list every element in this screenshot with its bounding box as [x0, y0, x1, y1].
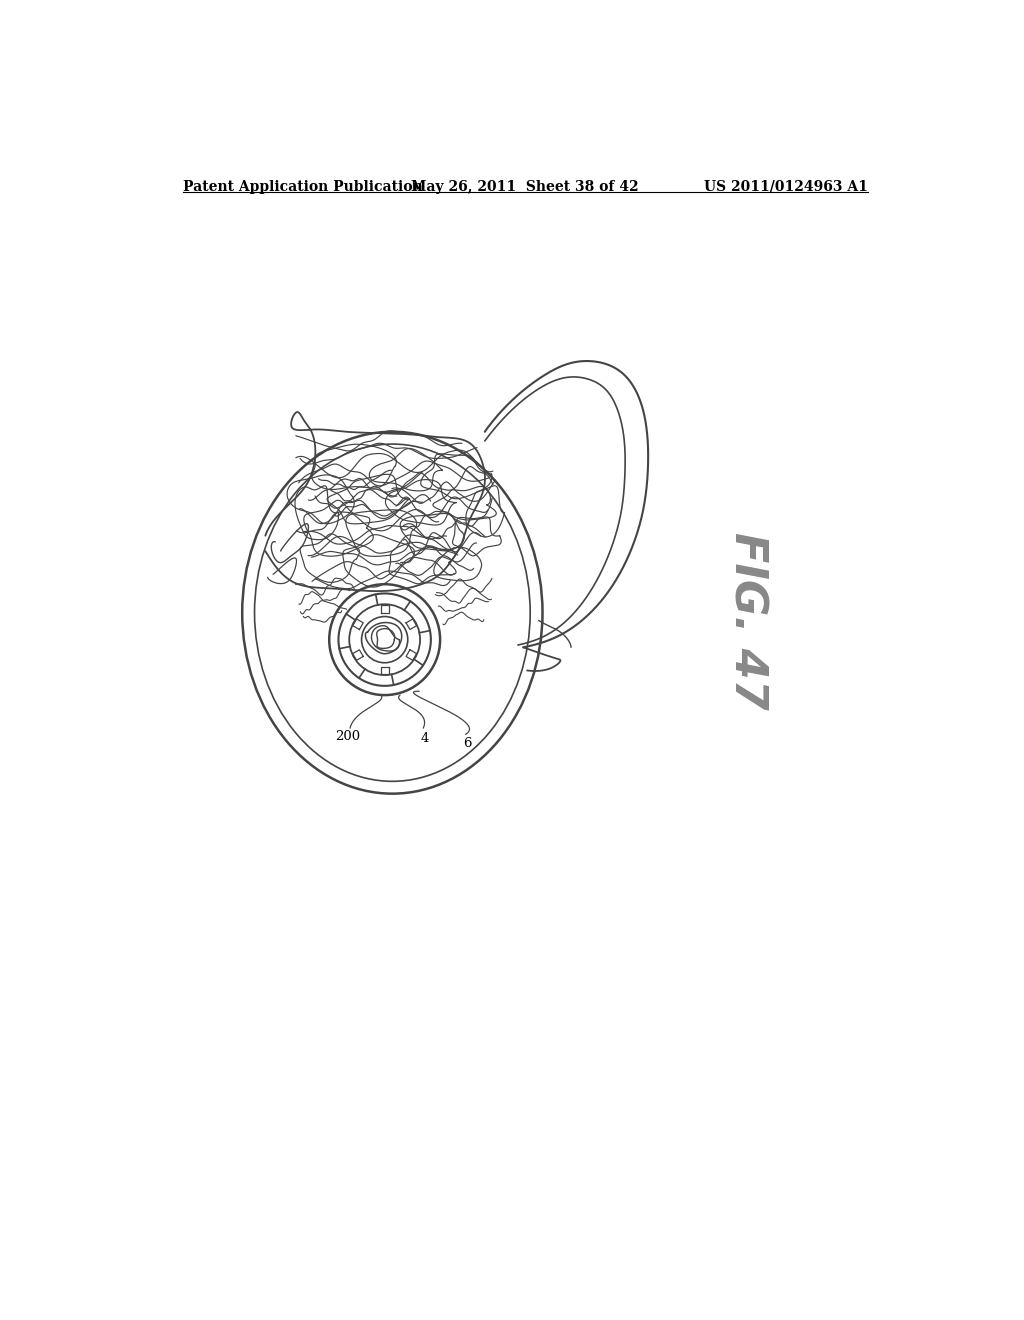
Text: 6: 6 — [464, 738, 472, 751]
Text: FIG. 47: FIG. 47 — [725, 532, 768, 709]
Text: US 2011/0124963 A1: US 2011/0124963 A1 — [705, 180, 868, 194]
Text: 4: 4 — [421, 733, 429, 744]
Text: Patent Application Publication: Patent Application Publication — [183, 180, 423, 194]
Text: 200: 200 — [335, 730, 360, 743]
Text: May 26, 2011  Sheet 38 of 42: May 26, 2011 Sheet 38 of 42 — [411, 180, 639, 194]
